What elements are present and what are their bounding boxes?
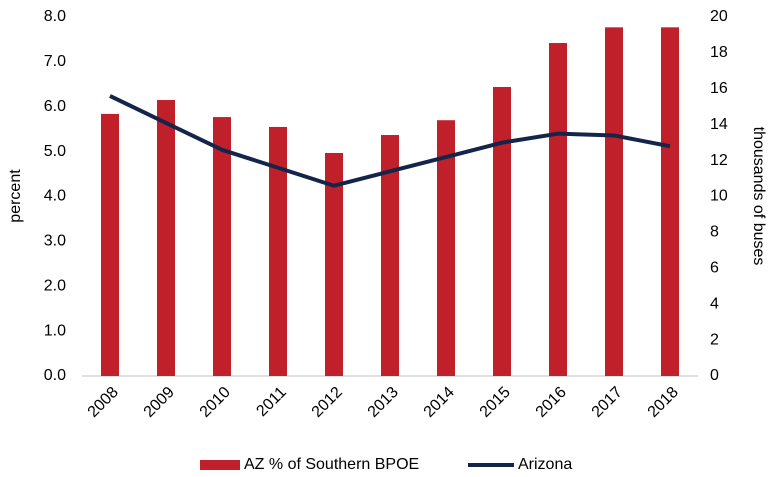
line bbox=[109, 94, 671, 188]
y-axis-title: percent bbox=[7, 169, 24, 223]
bar bbox=[493, 87, 511, 376]
bar bbox=[101, 113, 119, 377]
bar bbox=[157, 100, 175, 377]
legend-label: AZ % of Southern BPOE bbox=[244, 456, 419, 473]
x-tick-label: 2014 bbox=[421, 384, 458, 421]
x-tick-label: 2012 bbox=[309, 384, 346, 421]
x-tick-label: 2015 bbox=[477, 384, 514, 421]
bar bbox=[605, 27, 623, 376]
bar bbox=[437, 120, 455, 377]
x-tick-label: 2010 bbox=[197, 384, 234, 421]
bar bbox=[381, 135, 399, 376]
y-tick-label: 3.0 bbox=[44, 233, 66, 250]
y2-tick-label: 20 bbox=[710, 8, 728, 25]
y-tick-label: 6.0 bbox=[44, 98, 66, 115]
y-tick-label: 2.0 bbox=[44, 277, 66, 294]
y2-tick-label: 8 bbox=[710, 224, 719, 241]
x-tick-label: 2017 bbox=[589, 384, 626, 421]
y2-tick-label: 14 bbox=[710, 116, 728, 133]
x-tick-label: 2013 bbox=[365, 384, 402, 421]
y2-tick-label: 18 bbox=[710, 44, 728, 61]
y2-tick-label: 0 bbox=[710, 367, 719, 384]
bar bbox=[325, 152, 343, 376]
y2-tick-label: 16 bbox=[710, 80, 728, 97]
y2-tick-label: 4 bbox=[710, 295, 719, 312]
legend-label: Arizona bbox=[518, 456, 572, 473]
y2-tick-label: 2 bbox=[710, 331, 719, 348]
y-tick-label: 1.0 bbox=[44, 322, 66, 339]
y2-tick-label: 6 bbox=[710, 260, 719, 277]
y-tick-label: 0.0 bbox=[44, 367, 66, 384]
x-tick-label: 2009 bbox=[141, 384, 178, 421]
x-tick-label: 2011 bbox=[253, 384, 289, 420]
y2-tick-label: 12 bbox=[710, 152, 728, 169]
bar bbox=[213, 117, 231, 376]
bar bbox=[549, 43, 567, 377]
x-tick-label: 2018 bbox=[645, 384, 682, 421]
bar bbox=[269, 126, 287, 376]
y-tick-label: 4.0 bbox=[44, 188, 66, 205]
y-tick-label: 7.0 bbox=[44, 53, 66, 70]
bar bbox=[661, 27, 679, 376]
legend-swatch bbox=[200, 460, 240, 470]
y-tick-label: 5.0 bbox=[44, 143, 66, 160]
y-tick-label: 8.0 bbox=[44, 8, 66, 25]
y2-tick-label: 10 bbox=[710, 188, 728, 205]
x-tick-label: 2008 bbox=[85, 384, 122, 421]
y2-axis-title: thousands of buses bbox=[750, 127, 767, 266]
x-tick-label: 2016 bbox=[533, 384, 570, 421]
